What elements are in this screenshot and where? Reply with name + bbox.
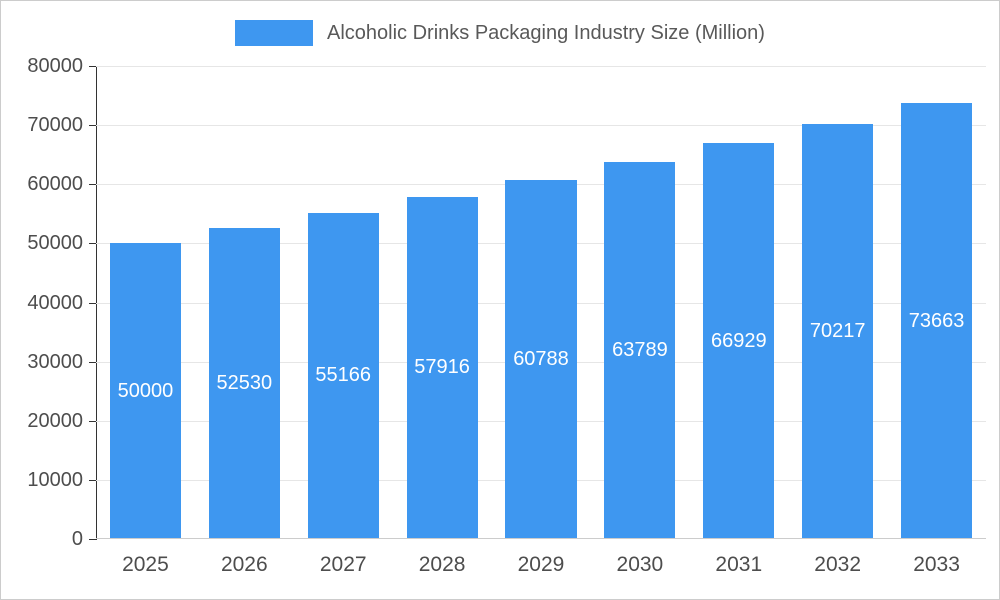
gridline: [96, 66, 986, 67]
y-tick-label: 60000: [27, 173, 83, 196]
y-axis-tick: [89, 66, 96, 67]
y-tick-label: 10000: [27, 468, 83, 491]
bar-slot: 70217: [788, 66, 887, 539]
y-axis-tick: [89, 302, 96, 304]
y-axis-labels: 0 10000 20000 30000 40000 50000 60000 70000 8000…: [1, 1, 83, 599]
bar: 63789: [604, 161, 676, 539]
x-tick-label: 2030: [616, 553, 664, 576]
bar-value-label: 66929: [710, 329, 767, 352]
bar-value-label: 57916: [414, 356, 470, 379]
plot-area: 50000 52530 55166 57916 60788 63789 66929 70217…: [96, 66, 986, 539]
x-axis-labels: 2025 2026 2027 2028 2029 2030 2031 2032 2033: [96, 551, 986, 583]
x-axis-baseline: [96, 538, 986, 539]
bar: 70217: [802, 123, 874, 539]
bar-value-label: 63789: [612, 338, 668, 361]
y-axis-tick: [89, 361, 96, 363]
bar-slot: 73663: [887, 66, 986, 539]
x-tick-label: 2031: [715, 553, 763, 576]
chart-title: Alcoholic Drinks Packaging Industry Size…: [327, 22, 765, 44]
bars-layer: 50000 52530 55166 57916 60788 63789 66929 70217…: [96, 66, 986, 539]
bar-value-label: 73663: [908, 309, 965, 332]
y-tick-label: 80000: [27, 55, 83, 77]
y-axis-tick: [89, 479, 96, 481]
y-tick-label: 30000: [27, 350, 83, 373]
bar-value-label: 50000: [117, 379, 174, 402]
y-axis-tick: [89, 184, 96, 186]
y-tick-label: 40000: [27, 291, 83, 314]
gridline: [96, 125, 986, 127]
y-axis-tick: [89, 125, 96, 127]
x-tick-label: 2027: [319, 553, 367, 576]
bar: 55166: [307, 212, 379, 539]
legend-swatch: [235, 20, 314, 46]
y-tick-label: 70000: [27, 114, 83, 137]
y-tick-label: 0: [71, 528, 83, 550]
y-tick-label: 50000: [27, 232, 83, 255]
x-tick-label: 2032: [814, 553, 862, 576]
bar-slot: 63789: [590, 66, 689, 539]
chart-legend: Alcoholic Drinks Packaging Industry Size…: [1, 20, 999, 46]
y-tick-label: 20000: [27, 409, 83, 432]
bar-slot: 60788: [492, 66, 591, 539]
bar-value-label: 60788: [513, 347, 569, 370]
bar: 50000: [109, 243, 182, 539]
bar-value-label: 55166: [315, 364, 372, 387]
bar-slot: 57916: [393, 66, 492, 539]
x-tick-label: 2028: [418, 553, 466, 576]
x-tick-label: 2025: [122, 553, 169, 576]
bar: 73663: [900, 103, 973, 539]
x-tick-label: 2033: [913, 553, 960, 576]
bar: 66929: [703, 143, 775, 539]
bar-slot: 52530: [195, 66, 294, 539]
y-axis-tick: [89, 243, 96, 245]
bar-slot: 55166: [294, 66, 393, 539]
bar: 52530: [208, 228, 280, 539]
bar-slot: 66929: [689, 66, 788, 539]
bar-value-label: 70217: [809, 319, 866, 342]
y-axis-tick: [89, 420, 96, 422]
x-tick-label: 2029: [517, 553, 565, 576]
x-tick-label: 2026: [220, 553, 268, 576]
y-axis-tick: [89, 539, 96, 540]
bar: 60788: [505, 179, 577, 539]
bar-value-label: 52530: [216, 372, 273, 395]
bar-slot: 50000: [96, 66, 195, 539]
bar: 57916: [406, 196, 478, 539]
